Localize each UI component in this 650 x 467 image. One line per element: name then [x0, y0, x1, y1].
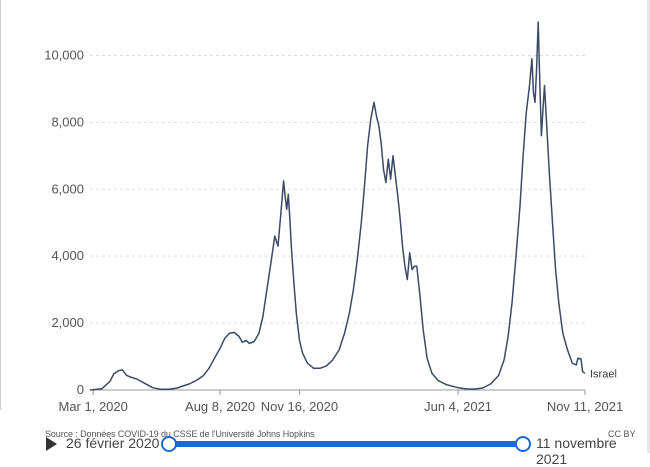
x-tick-label: Mar 1, 2020: [58, 399, 127, 414]
frame-right-scrollbar[interactable]: [647, 0, 650, 453]
series-label: Israel: [590, 368, 617, 380]
play-icon[interactable]: [46, 437, 57, 451]
y-tick-label: 6,000: [51, 181, 84, 196]
timeline-end-handle[interactable]: [515, 436, 531, 452]
x-tick-label: Nov 11, 2021: [547, 399, 623, 414]
y-tick-label: 0: [77, 382, 84, 397]
y-tick-label: 10,000: [44, 47, 84, 62]
y-tick-label: 2,000: [51, 315, 84, 330]
line-chart: 0 2,000 4,000 6,000 8,000 10,000 Mar 1, 2020 Au…: [44, 21, 623, 414]
timeline-start-date: 26 février 2020: [66, 435, 160, 451]
license-label[interactable]: CC BY: [608, 429, 636, 439]
y-tick-label: 8,000: [51, 114, 84, 129]
series-line: [89, 21, 586, 391]
y-tick-label: 4,000: [51, 248, 84, 263]
frame-left-border: [0, 0, 1, 410]
source-note: Source : Données COVID-19 du CSSE de l'U…: [45, 429, 315, 439]
timeline-end-date: 11 novembre 2021: [536, 435, 617, 467]
timeline-slider-track[interactable]: [168, 441, 524, 447]
timeline-start-handle[interactable]: [161, 436, 177, 452]
x-tick-label: Nov 16, 2020: [261, 399, 338, 414]
x-tick-label: Aug 8, 2020: [185, 399, 255, 414]
x-tick-label: Jun 4, 2021: [424, 399, 492, 414]
